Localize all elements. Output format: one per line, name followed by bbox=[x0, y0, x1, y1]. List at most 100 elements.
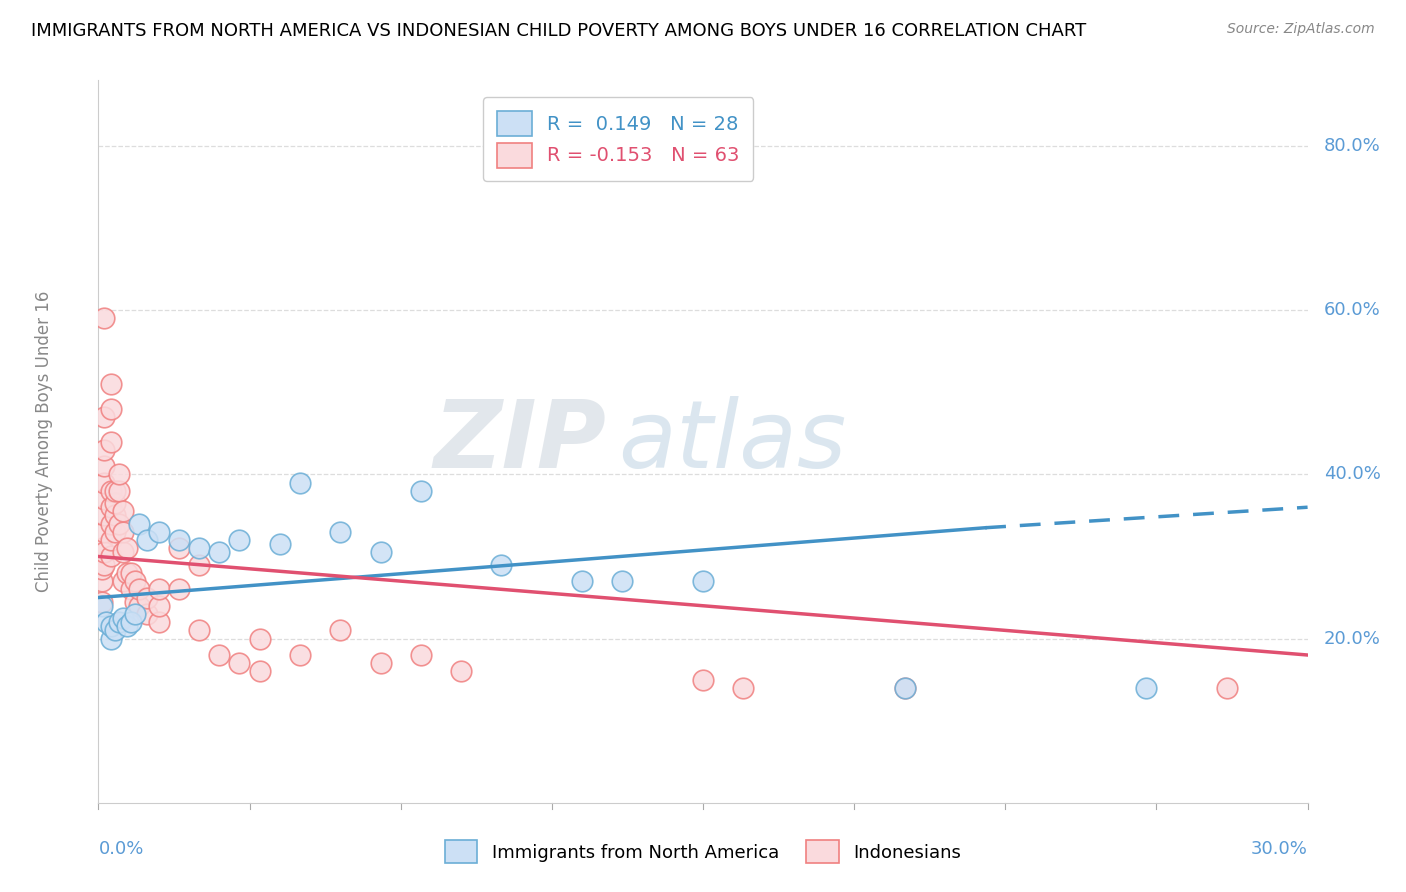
Point bbox=[93, 558, 115, 572]
Text: 20.0%: 20.0% bbox=[1323, 630, 1381, 648]
Point bbox=[115, 566, 138, 580]
Point bbox=[228, 657, 250, 671]
Point bbox=[103, 524, 125, 539]
Point bbox=[100, 516, 122, 531]
Point bbox=[128, 599, 150, 613]
Point bbox=[208, 648, 231, 662]
Point bbox=[148, 524, 170, 539]
Point bbox=[120, 566, 142, 580]
Point bbox=[107, 467, 129, 482]
Point bbox=[692, 574, 714, 588]
Point bbox=[188, 541, 211, 556]
Point bbox=[120, 615, 142, 630]
Point bbox=[269, 537, 291, 551]
Point bbox=[128, 516, 150, 531]
Point bbox=[100, 483, 122, 498]
Point bbox=[107, 483, 129, 498]
Point bbox=[148, 599, 170, 613]
Point bbox=[450, 665, 472, 679]
Point bbox=[91, 574, 114, 588]
Point bbox=[135, 607, 157, 621]
Point bbox=[103, 496, 125, 510]
Point bbox=[100, 533, 122, 547]
Point bbox=[111, 524, 134, 539]
Point bbox=[91, 599, 114, 613]
Point bbox=[93, 508, 115, 523]
Point bbox=[329, 524, 352, 539]
Text: 80.0%: 80.0% bbox=[1323, 137, 1381, 155]
Point bbox=[288, 648, 311, 662]
Point bbox=[100, 549, 122, 564]
Point bbox=[93, 491, 115, 506]
Text: 0.0%: 0.0% bbox=[98, 839, 143, 858]
Point bbox=[409, 483, 432, 498]
Point bbox=[100, 434, 122, 449]
Point bbox=[111, 545, 134, 559]
Point bbox=[188, 624, 211, 638]
Point bbox=[107, 615, 129, 630]
Text: 60.0%: 60.0% bbox=[1323, 301, 1381, 319]
Point bbox=[249, 665, 271, 679]
Point bbox=[93, 442, 115, 457]
Point bbox=[228, 533, 250, 547]
Text: 40.0%: 40.0% bbox=[1323, 466, 1381, 483]
Point bbox=[188, 558, 211, 572]
Point bbox=[124, 607, 146, 621]
Point bbox=[135, 533, 157, 547]
Point bbox=[93, 409, 115, 424]
Point bbox=[100, 377, 122, 392]
Point bbox=[124, 594, 146, 608]
Point bbox=[148, 582, 170, 597]
Text: Source: ZipAtlas.com: Source: ZipAtlas.com bbox=[1227, 22, 1375, 37]
Point bbox=[167, 533, 190, 547]
Point bbox=[370, 545, 392, 559]
Point bbox=[1135, 681, 1157, 695]
Point bbox=[103, 624, 125, 638]
Point bbox=[893, 681, 915, 695]
Point bbox=[571, 574, 593, 588]
Point bbox=[893, 681, 915, 695]
Point bbox=[111, 504, 134, 518]
Point bbox=[107, 516, 129, 531]
Point bbox=[115, 619, 138, 633]
Text: atlas: atlas bbox=[619, 396, 846, 487]
Text: ZIP: ZIP bbox=[433, 395, 606, 488]
Point bbox=[93, 311, 115, 326]
Point bbox=[96, 615, 118, 630]
Point bbox=[249, 632, 271, 646]
Point bbox=[148, 615, 170, 630]
Point bbox=[128, 582, 150, 597]
Point bbox=[93, 545, 115, 559]
Point bbox=[93, 459, 115, 474]
Point bbox=[491, 558, 513, 572]
Point bbox=[135, 591, 157, 605]
Text: IMMIGRANTS FROM NORTH AMERICA VS INDONESIAN CHILD POVERTY AMONG BOYS UNDER 16 CO: IMMIGRANTS FROM NORTH AMERICA VS INDONES… bbox=[31, 22, 1087, 40]
Point bbox=[93, 524, 115, 539]
Point bbox=[91, 541, 114, 556]
Point bbox=[167, 541, 190, 556]
Point bbox=[208, 545, 231, 559]
Point bbox=[103, 508, 125, 523]
Point bbox=[103, 483, 125, 498]
Point bbox=[100, 500, 122, 515]
Point bbox=[111, 611, 134, 625]
Text: Child Poverty Among Boys Under 16: Child Poverty Among Boys Under 16 bbox=[35, 291, 53, 592]
Legend: Immigrants from North America, Indonesians: Immigrants from North America, Indonesia… bbox=[436, 831, 970, 872]
Point bbox=[124, 574, 146, 588]
Point bbox=[91, 594, 114, 608]
Point bbox=[100, 632, 122, 646]
Point bbox=[120, 582, 142, 597]
Point bbox=[100, 619, 122, 633]
Point bbox=[1216, 681, 1239, 695]
Point bbox=[115, 541, 138, 556]
Point bbox=[370, 657, 392, 671]
Point bbox=[329, 624, 352, 638]
Point bbox=[733, 681, 755, 695]
Point bbox=[288, 475, 311, 490]
Point bbox=[100, 401, 122, 416]
Point bbox=[692, 673, 714, 687]
Point bbox=[409, 648, 432, 662]
Point bbox=[167, 582, 190, 597]
Point bbox=[111, 574, 134, 588]
Point bbox=[93, 475, 115, 490]
